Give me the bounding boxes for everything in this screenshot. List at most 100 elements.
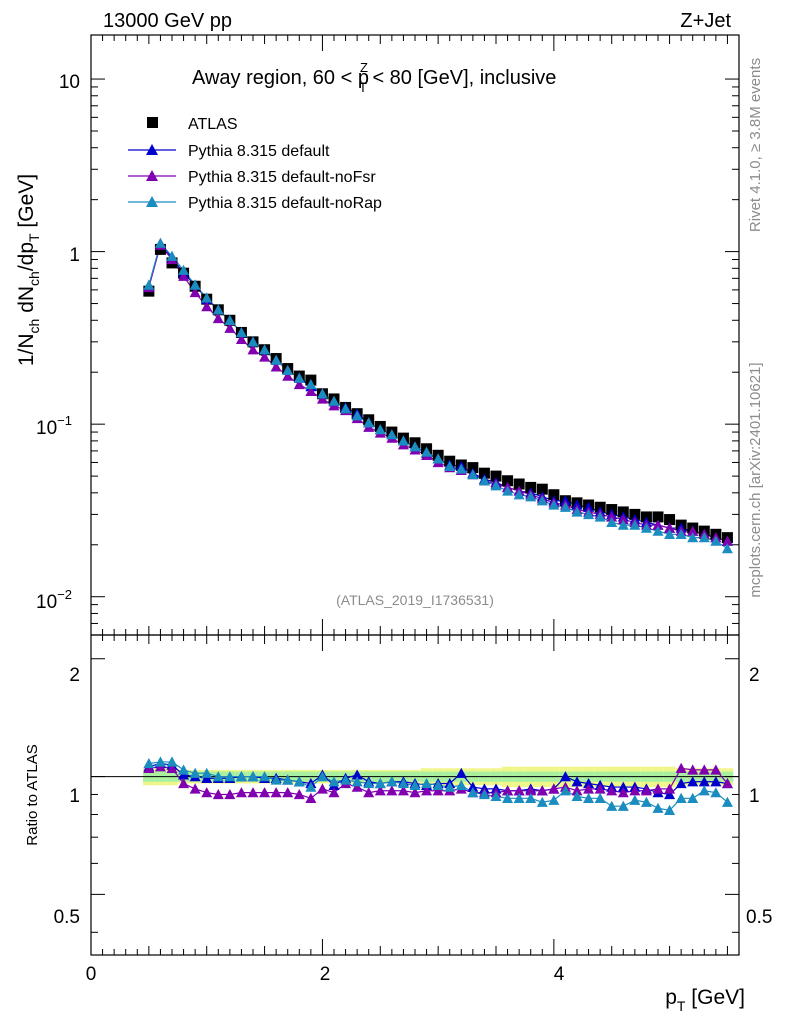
ratio-marker-norap [525,792,537,803]
ratio-marker-norap [235,771,247,782]
ratio-marker-default [664,788,676,800]
ratio-marker-nofsr [502,785,514,796]
legend-default-label: Pythia 8.315 default [188,143,330,160]
ytick-main-0p1-exp: −1 [57,413,72,428]
ratio-marker-nofsr [571,785,583,796]
main-marker-norap [617,519,629,530]
main-line-nofsr [148,243,728,542]
ytick-ratio-2-right: 2 [749,665,760,686]
ratio-marker-nofsr [583,783,595,794]
main-marker-nofsr [282,370,294,381]
legend-nofsr-marker [146,170,158,181]
main-marker-norap [710,535,722,546]
main-marker-norap [675,528,687,539]
main-marker-norap [316,388,328,399]
ratio-marker-norap [606,800,618,811]
ratio-marker-nofsr [293,788,305,800]
main-marker-norap [698,532,710,543]
y-axis-label-ratio: Ratio to ATLAS [24,744,41,845]
ratio-marker-norap [675,792,687,803]
main-marker-nofsr [617,514,629,525]
ratio-marker-norap [594,792,606,803]
legend-nofsr-label: Pythia 8.315 default-noFsr [188,169,376,186]
ratio-marker-nofsr [328,787,340,798]
ratio-marker-norap [421,778,433,789]
ratio-marker-nofsr [235,787,247,798]
main-marker-norap [328,395,340,406]
ratio-marker-norap [166,756,178,767]
legend-norap-label: Pythia 8.315 default-noRap [188,195,382,212]
main-marker-norap [490,480,502,491]
main-marker-norap [571,506,583,517]
process-label: Z+Jet [680,10,731,32]
main-marker-norap [525,491,537,502]
ratio-marker-default [617,781,629,792]
ytick-ratio-1-left: 1 [69,786,80,807]
ratio-marker-default [710,776,722,787]
ratio-data-layer [143,756,733,815]
main-marker-nofsr [235,333,247,345]
atlas-data-point [478,467,490,479]
main-marker-norap [374,424,386,435]
main-marker-norap [583,508,595,520]
main-marker-norap [235,326,247,338]
ratio-marker-norap [432,779,444,790]
main-marker-nofsr [305,385,317,396]
xtick-0: 0 [86,964,97,985]
main-marker-norap [351,410,363,421]
main-marker-norap [282,364,294,376]
plot-title: Away region, 60 < pZ T < 80 [GeV], inclus… [192,60,556,95]
main-marker-norap [397,435,409,446]
main-marker-norap [606,516,618,527]
ytick-ratio-0p5-left: 0.5 [54,907,80,928]
main-marker-nofsr [178,270,190,281]
ratio-marker-nofsr [698,764,710,775]
ratio-marker-nofsr [652,783,664,794]
ratio-marker-norap [710,787,722,798]
atlas-data-point [490,470,502,482]
ratio-marker-norap [351,776,363,787]
main-marker-nofsr [606,511,618,522]
ytick-main-1: 1 [69,245,80,266]
ratio-marker-norap [559,785,571,796]
main-marker-norap [270,354,282,365]
main-marker-norap [340,403,352,414]
ratio-marker-nofsr [374,785,386,796]
ratio-marker-norap [397,778,409,789]
ratio-marker-norap [502,792,514,803]
main-marker-norap [721,543,733,554]
y-axis-label-main-sub1: ch [26,319,42,334]
ratio-marker-norap [293,776,305,787]
main-marker-norap [421,446,433,457]
ratio-marker-norap [178,764,190,775]
ratio-marker-norap [652,802,664,813]
ratio-marker-norap [143,757,155,769]
main-marker-norap [640,522,652,533]
ratio-marker-norap [513,792,525,803]
main-marker-norap [478,475,490,486]
main-marker-norap [189,279,201,290]
legend-norap-marker [146,196,158,207]
ytick-main-0p01-exp: −2 [57,587,72,602]
ratio-marker-nofsr [594,783,606,794]
ratio-marker-nofsr [629,785,641,796]
ratio-marker-default [351,769,363,780]
atlas-data-point [536,483,548,495]
ratio-marker-nofsr [189,783,201,794]
ratio-marker-norap [698,785,710,796]
ratio-marker-nofsr [316,783,328,794]
y-axis-label-main-b: dN [15,286,38,319]
main-marker-norap [444,460,456,471]
ratio-marker-default [571,776,583,787]
main-marker-norap [293,372,305,383]
analysis-label: (ATLAS_2019_I1736531) [336,592,494,608]
ytick-main-0p01-base: 10 [36,592,57,613]
ratio-marker-norap [386,776,398,787]
main-marker-norap [154,237,166,248]
y-axis-label-main-sub2: ch [26,271,42,286]
plot-title-sub: T [359,80,367,95]
ratio-marker-norap [548,794,560,805]
ratio-marker-norap [444,781,456,792]
y-axis-label-main-sub3: T [26,233,42,242]
ratio-marker-norap [270,774,282,785]
